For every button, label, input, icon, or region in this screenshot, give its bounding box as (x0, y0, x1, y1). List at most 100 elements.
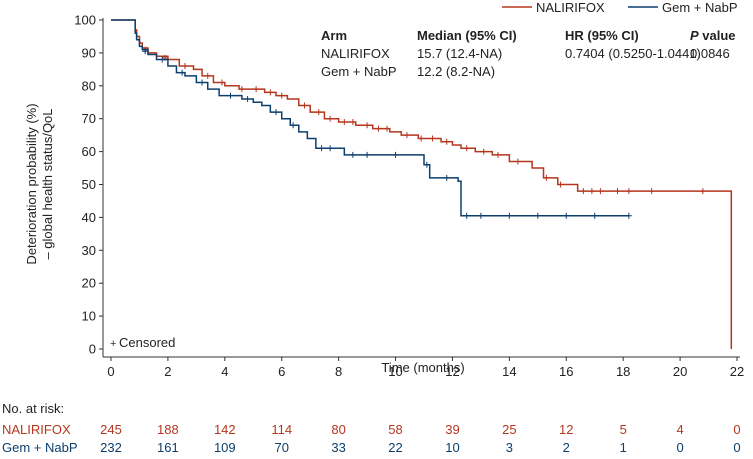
censor-mark-gem-nabp (506, 212, 513, 219)
x-tick-label: 6 (278, 364, 285, 379)
censor-mark-gem-nabp (364, 151, 371, 158)
censor-mark-nalirifox (403, 132, 410, 139)
at-risk-value: 12 (559, 422, 573, 437)
y-tick-label: 50 (82, 177, 96, 192)
at-risk-value: 33 (331, 440, 345, 455)
stats-header: Median (95% CI) (417, 28, 517, 43)
censor-mark-nalirifox (625, 188, 632, 195)
censor-mark-gem-nabp (563, 212, 570, 219)
censor-mark-gem-nabp (349, 151, 356, 158)
at-risk-value: 5 (620, 422, 627, 437)
censor-mark-nalirifox (341, 118, 348, 125)
censor-mark-nalirifox (614, 188, 621, 195)
x-tick-label: 10 (388, 364, 402, 379)
censor-marker-icon: + (110, 338, 116, 350)
censor-mark-nalirifox (349, 118, 356, 125)
censor-mark-nalirifox (364, 122, 371, 129)
censor-mark-nalirifox (253, 86, 260, 93)
at-risk-value: 0 (733, 440, 740, 455)
censor-mark-nalirifox (204, 72, 211, 79)
y-tick-label: 70 (82, 111, 96, 126)
at-risk-value: 142 (214, 422, 236, 437)
censor-mark-gem-nabp (591, 212, 598, 219)
at-risk-value: 80 (331, 422, 345, 437)
at-risk-value: 245 (100, 422, 122, 437)
censor-mark-nalirifox (238, 86, 245, 93)
censor-mark-nalirifox (463, 145, 470, 152)
censor-mark-nalirifox (327, 115, 334, 122)
stats-header: Arm (321, 28, 347, 43)
censor-mark-gem-nabp (327, 145, 334, 152)
y-tick-label: 30 (82, 243, 96, 258)
stats-cell: 15.7 (12.4-NA) (417, 46, 502, 61)
censor-mark-nalirifox (301, 102, 308, 109)
censor-mark-nalirifox (375, 125, 382, 132)
axes: Time (months) Deterioration probability … (24, 13, 744, 380)
x-tick-label: 20 (673, 364, 687, 379)
censor-mark-gem-nabp (443, 174, 450, 181)
censor-mark-nalirifox (588, 188, 595, 195)
censor-mark-gem-nabp (318, 145, 325, 152)
censor-mark-nalirifox (384, 125, 391, 132)
x-axis-label: Time (months) (381, 360, 464, 375)
y-tick-label: 0 (89, 342, 96, 357)
censor-mark-nalirifox (181, 63, 188, 70)
x-tick-label: 8 (335, 364, 342, 379)
x-tick-label: 18 (616, 364, 630, 379)
at-risk-value: 188 (157, 422, 179, 437)
at-risk-value: 2 (563, 440, 570, 455)
stats-cell: 0.0846 (690, 46, 730, 61)
censor-mark-nalirifox (278, 92, 285, 99)
at-risk-table: No. at risk: NALIRIFOX 245 188 142 114 80 58 39… (2, 401, 741, 455)
censor-mark-gem-nabp (227, 92, 234, 99)
censor-mark-gem-nabp (179, 69, 186, 76)
censor-mark-nalirifox (494, 151, 501, 158)
at-risk-value: 3 (506, 440, 513, 455)
censor-mark-gem-nabp (534, 212, 541, 219)
censored-label: Censored (119, 335, 175, 350)
at-risk-value: 70 (274, 440, 288, 455)
censor-mark-nalirifox (557, 181, 564, 188)
censor-mark-nalirifox (429, 135, 436, 142)
at-risk-value: 58 (388, 422, 402, 437)
y-tick-label: 10 (82, 309, 96, 324)
at-risk-value: 0 (676, 440, 683, 455)
at-risk-value: 10 (445, 440, 459, 455)
y-tick-label: 20 (82, 276, 96, 291)
y-tick-label: 80 (82, 78, 96, 93)
legend: NALIRIFOX Gem + NabP (502, 0, 738, 15)
censor-mark-gem-nabp (142, 48, 149, 55)
censor-mark-nalirifox (443, 138, 450, 145)
legend-label-gem-nabp: Gem + NabP (662, 0, 738, 15)
censor-mark-gem-nabp (423, 161, 430, 168)
censor-mark-nalirifox (597, 188, 604, 195)
censor-mark-gem-nabp (273, 109, 280, 116)
legend-label-nalirifox: NALIRIFOX (536, 0, 605, 15)
x-tick-label: 2 (164, 364, 171, 379)
x-tick-label: 14 (502, 364, 516, 379)
at-risk-value: 4 (676, 422, 683, 437)
x-tick-label: 12 (445, 364, 459, 379)
plot-area (111, 19, 733, 349)
at-risk-value: 25 (502, 422, 516, 437)
censor-mark-gem-nabp (392, 151, 399, 158)
at-risk-value: 114 (271, 422, 292, 437)
y-tick-label: 40 (82, 210, 96, 225)
at-risk-value: 39 (445, 422, 459, 437)
stats-table: Arm Median (95% CI) HR (95% CI) P value NALI… (321, 28, 736, 79)
stats-cell: 0.7404 (0.5250-1.0441) (565, 46, 701, 61)
censor-mark-nalirifox (699, 188, 706, 195)
censor-mark-nalirifox (543, 174, 550, 181)
x-tick-label: 4 (221, 364, 228, 379)
censor-mark-nalirifox (218, 79, 225, 86)
at-risk-row-label: NALIRIFOX (2, 422, 71, 437)
censor-mark-gem-nabp (625, 212, 632, 219)
censor-mark-nalirifox (480, 148, 487, 155)
y-tick-label: 90 (82, 45, 96, 60)
y-tick-label: 60 (82, 144, 96, 159)
censor-mark-gem-nabp (159, 56, 166, 63)
x-tick-label: 22 (730, 364, 744, 379)
at-risk-label: No. at risk: (2, 401, 64, 416)
censor-mark-gem-nabp (290, 122, 297, 129)
y-tick-label: 100 (74, 13, 96, 28)
